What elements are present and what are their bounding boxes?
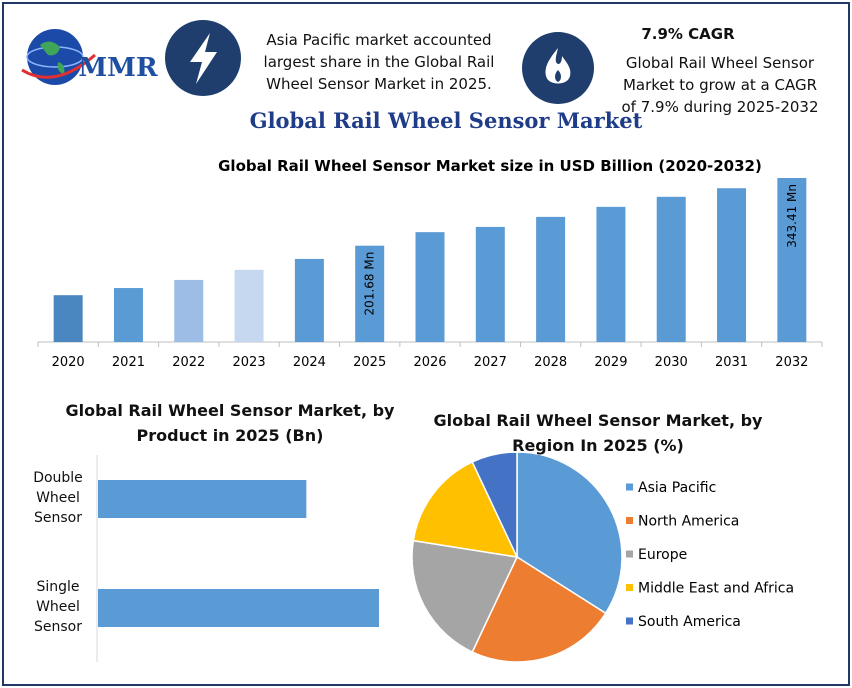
- x-tick-label: 2026: [413, 355, 446, 370]
- value-label: 343.41 Mn: [785, 184, 799, 248]
- highlight-text: Asia Pacific market accounted largest sh…: [263, 31, 495, 93]
- logo-globe: [21, 29, 96, 85]
- bar: [536, 216, 566, 342]
- legend-swatch: [626, 617, 633, 625]
- chart-title: Global Rail Wheel Sensor Market size in …: [218, 157, 762, 175]
- x-tick-label: 2022: [172, 355, 205, 370]
- bolt-icon: [165, 20, 241, 96]
- legend-swatch: [626, 517, 633, 524]
- bar: [777, 178, 807, 342]
- pie-slice: [412, 460, 519, 558]
- legend-swatch: [626, 550, 633, 558]
- y-tick-label: Double Wheel Sensor: [33, 470, 83, 526]
- main-title: Global Rail Wheel Sensor Market: [249, 108, 643, 133]
- x-tick-label: 2029: [594, 355, 627, 370]
- legend-label: Europe: [638, 547, 687, 563]
- bar: [355, 245, 385, 342]
- y-tick-label: Single Wheel Sensor: [34, 579, 82, 635]
- bar: [294, 258, 324, 342]
- x-tick-label: 2032: [775, 355, 808, 370]
- x-tick-label: 2020: [52, 355, 85, 370]
- x-tick-label: 2025: [353, 355, 386, 370]
- x-tick-label: 2023: [233, 355, 266, 370]
- legend-label: Asia Pacific: [638, 480, 716, 496]
- bar: [656, 196, 686, 342]
- bar: [596, 206, 626, 342]
- pie-slice: [471, 451, 518, 558]
- bar: [98, 480, 307, 518]
- bar: [98, 589, 379, 627]
- legend-label: Middle East and Africa: [638, 581, 794, 597]
- x-tick-label: 2024: [293, 355, 326, 370]
- x-tick-label: 2028: [534, 355, 567, 370]
- cagr-title: 7.9% CAGR: [641, 25, 735, 43]
- logo: MMR: [78, 53, 158, 83]
- legend-label: South America: [638, 614, 741, 630]
- bar: [234, 269, 264, 342]
- bar: [717, 188, 747, 342]
- bar: [53, 295, 83, 342]
- bar: [415, 232, 445, 342]
- legend-swatch: [626, 483, 633, 491]
- x-tick-label: 2031: [715, 355, 748, 370]
- x-tick-label: 2030: [655, 355, 688, 370]
- bar: [113, 288, 143, 342]
- pie-slice: [471, 555, 607, 663]
- chart-title: Global Rail Wheel Sensor Market, by Regi…: [433, 411, 763, 455]
- x-tick-label: 2027: [474, 355, 507, 370]
- bar: [174, 279, 204, 342]
- chart-title: Global Rail Wheel Sensor Market, by Prod…: [65, 401, 395, 445]
- value-label: 201.68 Mn: [363, 252, 377, 316]
- legend-swatch: [626, 584, 633, 591]
- x-tick-label: 2021: [112, 355, 145, 370]
- pie-slice: [411, 539, 519, 654]
- cagr-text: Global Rail Wheel Sensor Market to grow …: [621, 54, 819, 116]
- legend-label: North America: [638, 514, 739, 530]
- bar: [475, 226, 505, 342]
- flame-icon: [522, 32, 594, 104]
